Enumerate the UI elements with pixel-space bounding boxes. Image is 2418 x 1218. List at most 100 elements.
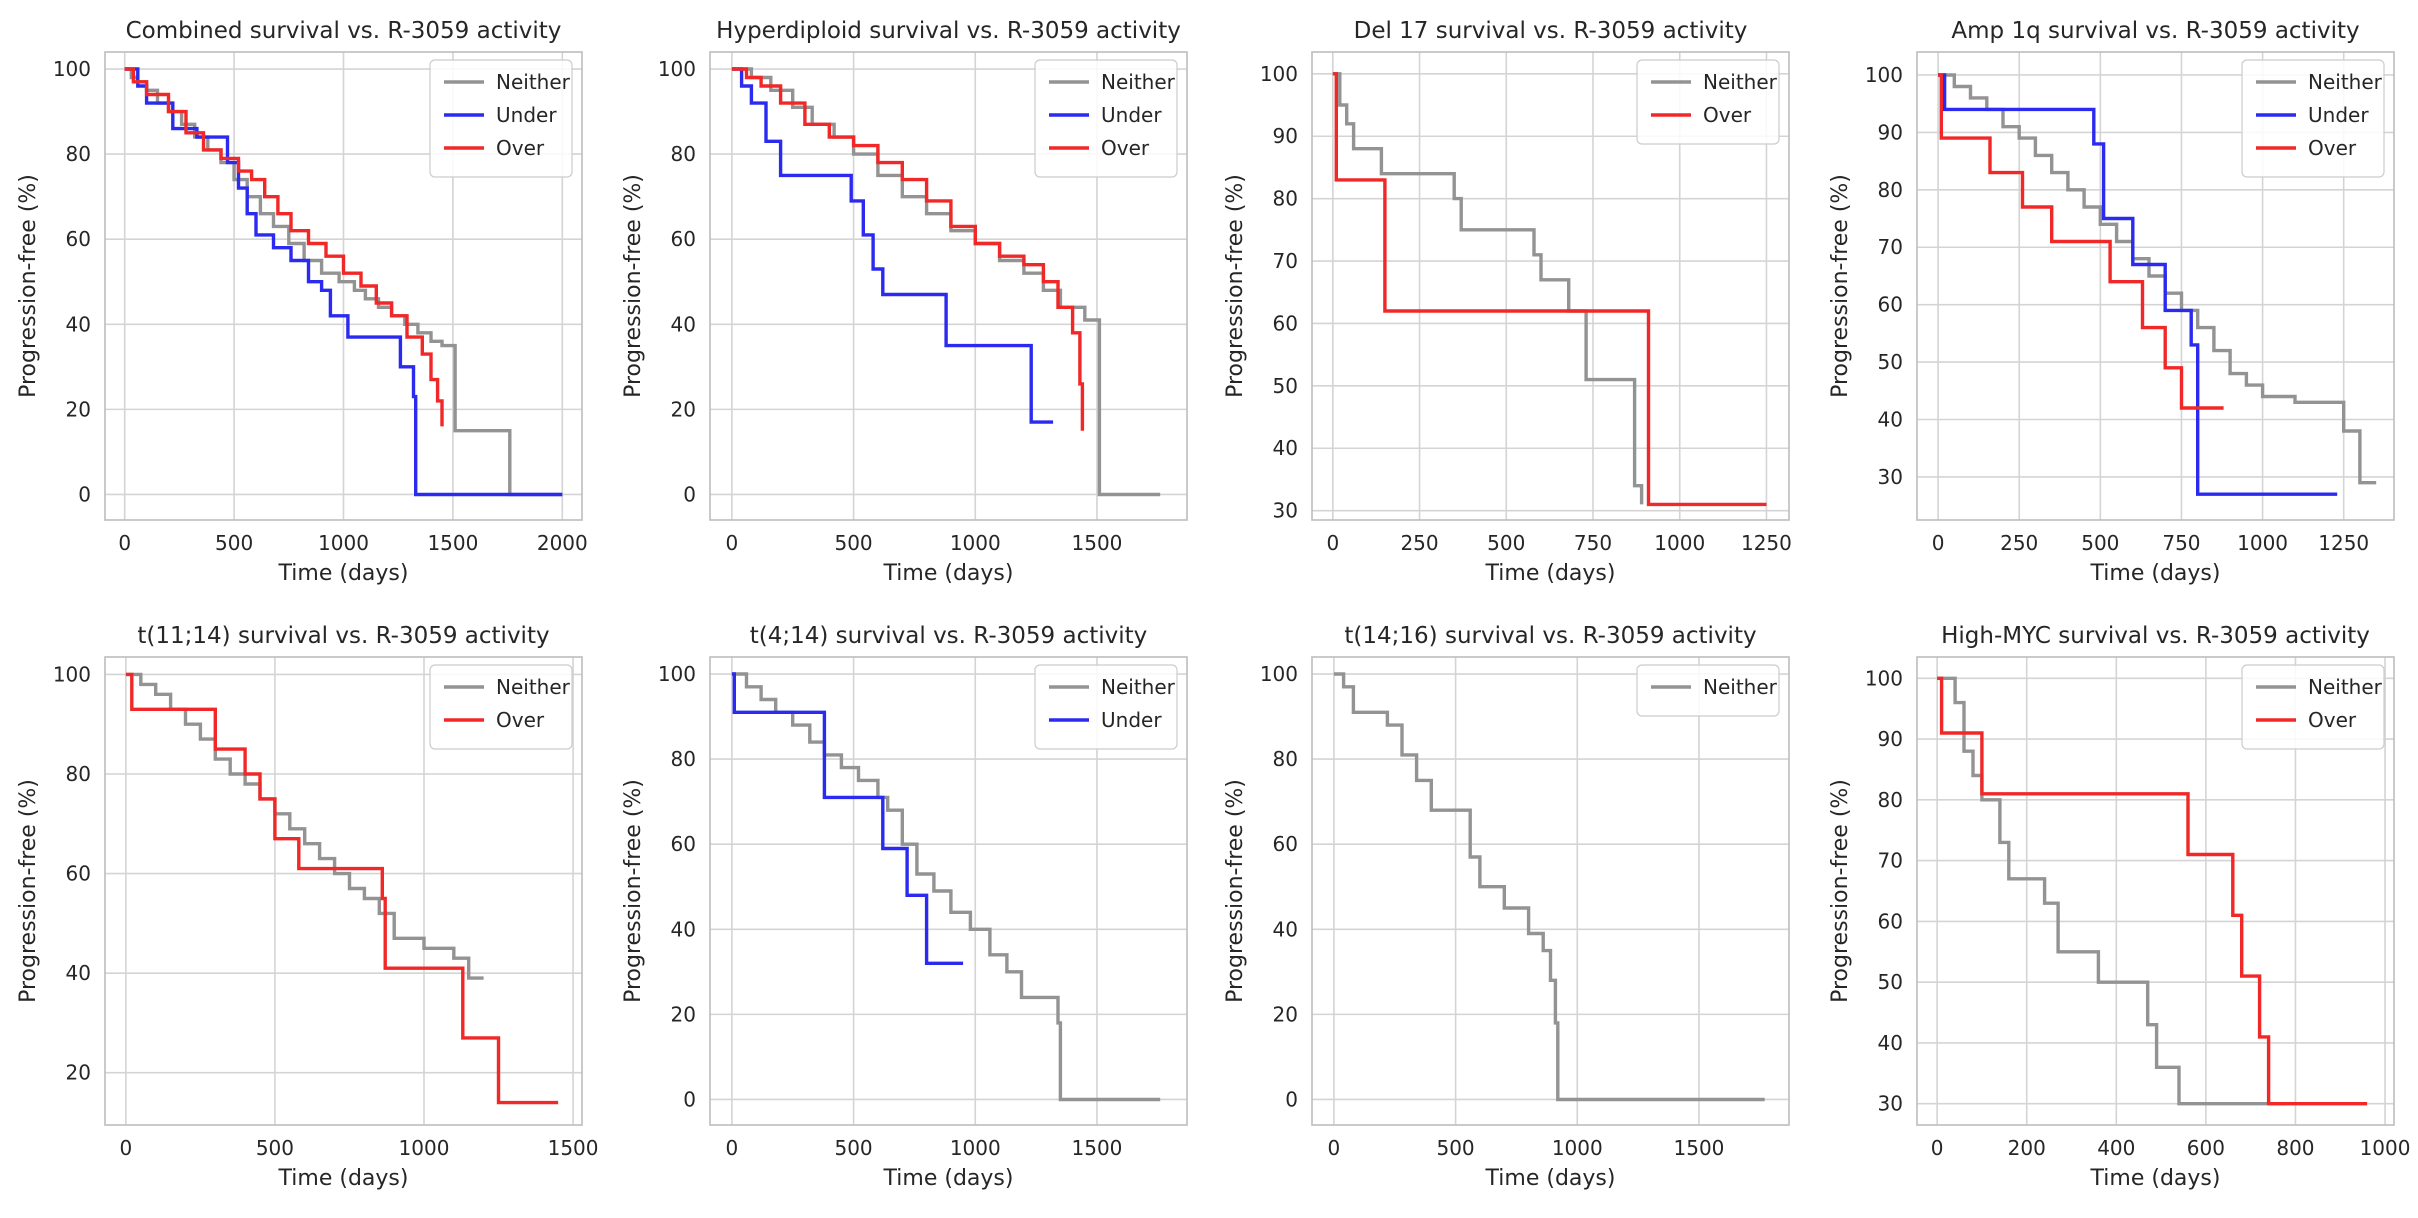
y-tick-label: 90 — [1878, 727, 1903, 751]
y-tick-label: 30 — [1878, 1092, 1903, 1116]
y-tick-label: 70 — [1273, 249, 1298, 273]
x-tick-label: 200 — [2008, 1136, 2046, 1160]
chart-title: t(14;16) survival vs. R-3059 activity — [1344, 623, 1756, 649]
y-tick-label: 50 — [1878, 970, 1903, 994]
y-tick-label: 40 — [66, 961, 91, 985]
plot-frame — [709, 656, 1188, 1126]
x-tick-label: 1500 — [1674, 1136, 1725, 1160]
y-tick-label: 20 — [671, 397, 696, 421]
legend-label-under: Under — [2308, 103, 2369, 127]
y-tick-label: 60 — [66, 862, 91, 886]
legend-label-neither: Neither — [1101, 70, 1176, 94]
y-tick-label: 60 — [671, 227, 696, 251]
legend: Neither Over — [2241, 664, 2385, 750]
y-axis-label: Progression-free (%) — [16, 174, 41, 398]
y-tick-label: 80 — [1273, 747, 1298, 771]
legend-label-over: Over — [2308, 136, 2357, 160]
x-axis-label: Time (days) — [2090, 1166, 2221, 1191]
y-axis-label: Progression-free (%) — [16, 779, 41, 1003]
x-tick-label: 0 — [118, 531, 131, 555]
series-line-neither — [1937, 676, 2287, 1106]
y-tick-label: 0 — [683, 1087, 696, 1111]
x-tick-label: 500 — [215, 531, 253, 555]
series-line-neither — [1332, 72, 1644, 505]
x-tick-label: 750 — [2162, 531, 2200, 555]
legend-label-under: Under — [1101, 708, 1162, 732]
x-tick-label: 1000 — [2360, 1136, 2411, 1160]
legend: Neither Under Over — [2241, 59, 2385, 178]
y-tick-label: 20 — [671, 1002, 696, 1026]
x-tick-label: 400 — [2097, 1136, 2135, 1160]
legend: Neither Under — [1034, 664, 1178, 750]
y-axis-label: Progression-free (%) — [621, 779, 646, 1003]
series-line-over — [1332, 72, 1767, 507]
y-axis-label: Progression-free (%) — [1223, 174, 1248, 398]
y-tick-label: 100 — [53, 57, 91, 81]
x-tick-label: 500 — [256, 1136, 294, 1160]
plot-frame — [709, 51, 1188, 521]
chart-title: Del 17 survival vs. R-3059 activity — [1354, 18, 1748, 44]
y-tick-label: 50 — [1273, 374, 1298, 398]
legend-label-over: Over — [2308, 708, 2357, 732]
legend-label-neither: Neither — [496, 675, 571, 699]
series-line-under — [731, 67, 1054, 424]
y-tick-label: 100 — [53, 662, 91, 686]
chart-title: t(4;14) survival vs. R-3059 activity — [750, 623, 1148, 649]
y-tick-label: 20 — [66, 1061, 91, 1085]
x-axis-label: Time (days) — [1485, 1166, 1616, 1191]
y-tick-label: 70 — [1878, 235, 1903, 259]
legend-label-over: Over — [1101, 136, 1150, 160]
y-axis-label: Progression-free (%) — [1223, 779, 1248, 1003]
x-tick-label: 0 — [726, 531, 739, 555]
x-tick-label: 0 — [1931, 1136, 1944, 1160]
series-line-over — [731, 67, 1085, 431]
series-line-over — [1937, 676, 2368, 1106]
y-tick-label: 30 — [1878, 465, 1903, 489]
series-line-under — [731, 672, 964, 965]
y-tick-label: 60 — [1273, 832, 1298, 856]
legend-label-neither: Neither — [1101, 675, 1176, 699]
y-tick-label: 60 — [66, 227, 91, 251]
y-tick-label: 100 — [658, 57, 696, 81]
y-tick-label: 40 — [1273, 436, 1298, 460]
x-axis-label: Time (days) — [883, 1166, 1014, 1191]
y-tick-label: 100 — [1260, 62, 1298, 86]
y-tick-label: 40 — [1273, 917, 1298, 941]
y-tick-label: 20 — [1273, 1002, 1298, 1026]
y-tick-label: 70 — [1878, 849, 1903, 873]
plot-frame — [1311, 51, 1790, 521]
chart-title: Hyperdiploid survival vs. R-3059 activit… — [716, 18, 1181, 44]
y-tick-label: 80 — [66, 762, 91, 786]
legend-label-under: Under — [1101, 103, 1162, 127]
y-tick-label: 0 — [1285, 1087, 1298, 1111]
x-tick-label: 0 — [1932, 531, 1945, 555]
x-tick-label: 500 — [834, 531, 872, 555]
x-tick-label: 500 — [834, 1136, 872, 1160]
y-tick-label: 100 — [1260, 662, 1298, 686]
y-tick-label: 40 — [1878, 408, 1903, 432]
legend-label-over: Over — [1703, 103, 1752, 127]
series-line-under — [124, 67, 563, 497]
series-line-over — [1938, 73, 2224, 410]
x-tick-label: 1250 — [2318, 531, 2369, 555]
legend: Neither Over — [1636, 59, 1780, 145]
x-tick-label: 1000 — [1552, 1136, 1603, 1160]
chart-title: High-MYC survival vs. R-3059 activity — [1941, 623, 2370, 649]
y-axis-label: Progression-free (%) — [1828, 174, 1853, 398]
x-axis-label: Time (days) — [883, 561, 1014, 586]
y-tick-label: 60 — [1878, 909, 1903, 933]
y-tick-label: 40 — [671, 312, 696, 336]
y-tick-label: 60 — [671, 832, 696, 856]
y-tick-label: 90 — [1878, 120, 1903, 144]
legend-label-neither: Neither — [1703, 70, 1778, 94]
series-line-over — [124, 67, 444, 427]
x-tick-label: 0 — [120, 1136, 133, 1160]
x-tick-label: 750 — [1574, 531, 1612, 555]
legend-label-neither: Neither — [496, 70, 571, 94]
y-axis-label: Progression-free (%) — [1828, 779, 1853, 1003]
